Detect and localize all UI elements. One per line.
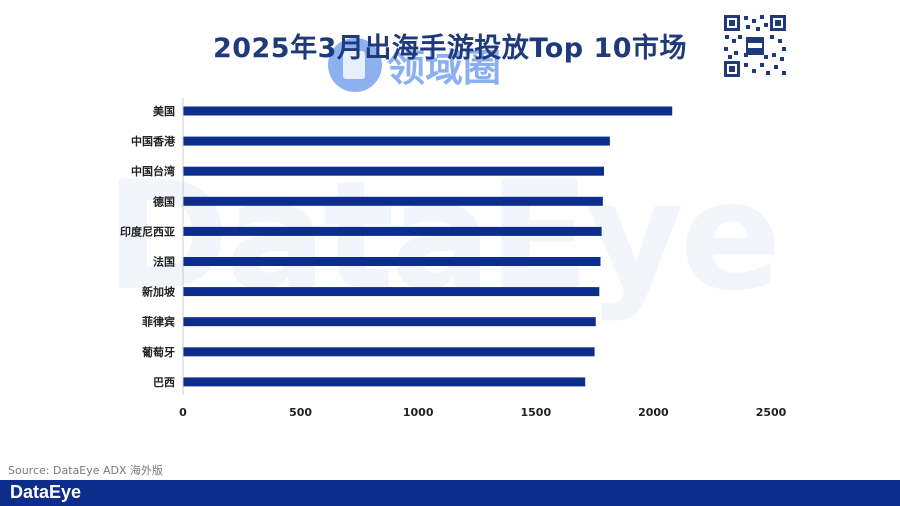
category-label: 印度尼西亚 xyxy=(120,224,175,238)
category-label: 中国香港 xyxy=(131,134,176,148)
category-label: 巴西 xyxy=(153,376,175,389)
bar xyxy=(183,257,601,266)
category-label: 新加坡 xyxy=(142,285,176,299)
source-note: Source: DataEye ADX 海外版 xyxy=(8,464,163,477)
x-tick-label: 2000 xyxy=(638,406,669,419)
chart-title: 2025年3月出海手游投放Top 10市场 xyxy=(212,33,688,64)
x-tick-label: 1000 xyxy=(403,406,434,419)
bar xyxy=(183,136,610,146)
watermark-text: 领域圈 xyxy=(387,46,501,90)
brand-logo: DataEye xyxy=(10,482,82,502)
watermark-logo: 领域圈 xyxy=(325,37,575,97)
bar xyxy=(183,196,603,206)
category-label: 菲律宾 xyxy=(142,315,175,329)
footer-bar: DataEye xyxy=(0,480,900,506)
x-tick-label: 0 xyxy=(179,406,187,419)
bar xyxy=(183,106,673,116)
bar xyxy=(183,287,600,297)
category-label: 法国 xyxy=(153,255,175,269)
qr-code-icon xyxy=(722,13,788,79)
category-label: 葡萄牙 xyxy=(141,345,175,359)
bar xyxy=(183,317,596,327)
bar xyxy=(183,377,586,387)
category-label: 中国台湾 xyxy=(131,164,175,178)
x-tick-label: 2500 xyxy=(756,406,787,419)
x-tick-label: 1500 xyxy=(520,406,551,419)
bar xyxy=(183,347,595,357)
bar xyxy=(183,166,605,176)
bar xyxy=(183,226,602,236)
category-label: 德国 xyxy=(152,194,175,208)
category-label: 美国 xyxy=(153,104,175,118)
x-tick-label: 500 xyxy=(289,406,312,419)
